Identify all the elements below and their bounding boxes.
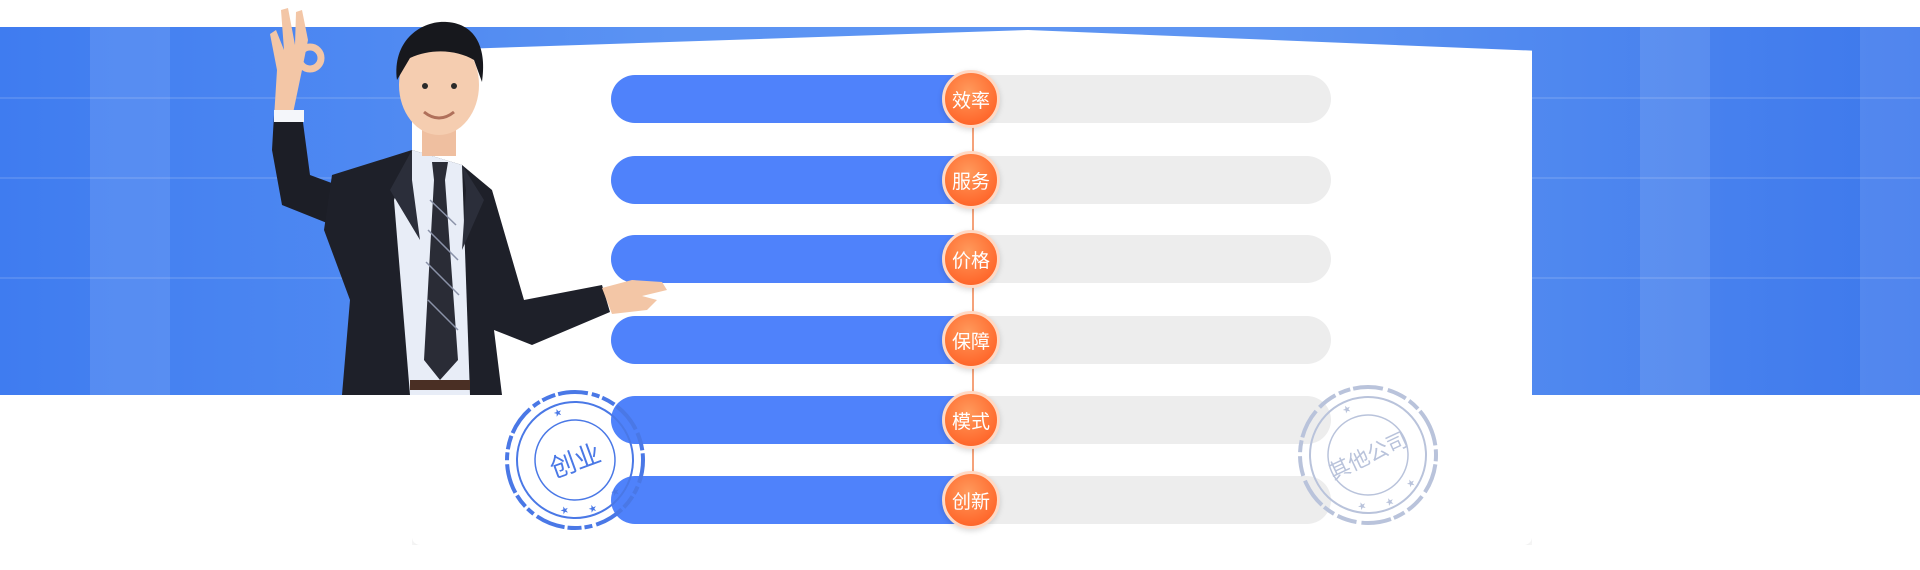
bar-fill [611,476,971,524]
stamp-left: 创业 ★ ★ ★ ★ [505,390,645,530]
svg-text:★: ★ [1384,496,1397,510]
businessman-illustration [270,8,667,395]
svg-text:★: ★ [559,504,571,517]
badge-price: 价格 [942,230,1000,288]
ok-hand-icon [270,8,325,118]
bar-fill [611,316,971,364]
badge-connector-line [972,99,974,499]
stamp-right: 其他公司 ★ ★ ★ ★ [1298,385,1438,525]
svg-text:★: ★ [587,503,599,516]
background-pillar [90,27,170,395]
stamp-left-text: 创业 [546,439,605,485]
stamp-right-text: 其他公司 [1325,427,1411,484]
svg-text:★: ★ [552,407,564,420]
background-pillar [1640,27,1710,395]
background-pillar [1860,27,1920,395]
svg-text:★: ★ [609,486,621,499]
badge-efficiency: 效率 [942,70,1000,128]
bar-fill [611,396,971,444]
svg-text:★: ★ [1405,477,1418,491]
badge-model: 模式 [942,391,1000,449]
svg-text:★: ★ [1341,403,1354,417]
bar-fill [611,156,971,204]
badge-guarantee: 保障 [942,311,1000,369]
svg-text:★: ★ [1356,500,1369,514]
badge-service: 服务 [942,151,1000,209]
bar-fill [611,235,971,283]
bar-fill [611,75,971,123]
comparison-row [611,316,1331,364]
badge-innovation: 创新 [942,471,1000,529]
